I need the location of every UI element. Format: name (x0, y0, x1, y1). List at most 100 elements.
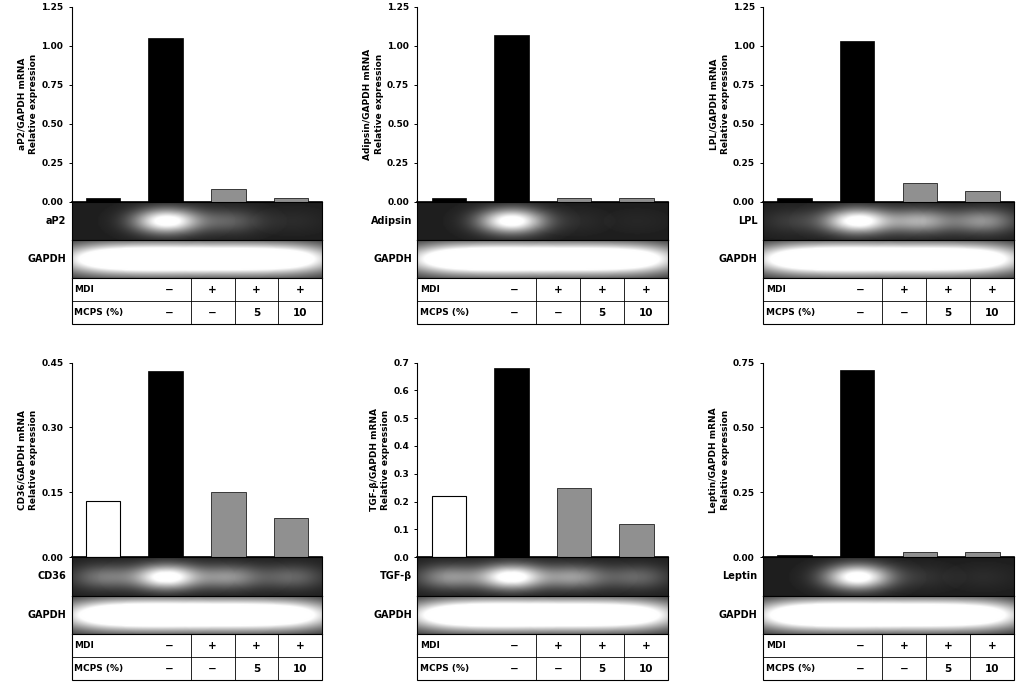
Text: 5: 5 (944, 664, 951, 674)
Text: MCPS (%): MCPS (%) (74, 308, 123, 317)
Y-axis label: TGF-β: TGF-β (380, 572, 412, 581)
Text: MCPS (%): MCPS (%) (420, 308, 469, 317)
Bar (148, 371, 183, 557)
Bar (148, 38, 183, 201)
Text: MDI: MDI (420, 285, 440, 294)
Text: +: + (252, 640, 261, 651)
Bar (620, 523, 654, 557)
Y-axis label: GAPDH: GAPDH (28, 254, 67, 264)
Bar (620, 199, 654, 201)
Text: +: + (642, 640, 650, 651)
Text: +: + (208, 640, 217, 651)
Text: +: + (208, 285, 217, 295)
Text: MDI: MDI (420, 641, 440, 650)
Y-axis label: GAPDH: GAPDH (719, 610, 758, 620)
Text: MDI: MDI (766, 641, 785, 650)
Text: +: + (554, 640, 563, 651)
Text: 5: 5 (253, 308, 260, 318)
Text: +: + (987, 285, 996, 295)
Text: −: − (554, 308, 563, 318)
Bar (777, 199, 812, 201)
Text: +: + (900, 285, 908, 295)
Y-axis label: TGF-β/GAPDH mRNA
Relative expression: TGF-β/GAPDH mRNA Relative expression (370, 408, 390, 511)
Bar (966, 552, 999, 557)
Text: +: + (296, 285, 305, 295)
Bar (431, 199, 466, 201)
Bar (273, 199, 308, 201)
Bar (431, 496, 466, 557)
Text: −: − (208, 308, 217, 318)
Y-axis label: Leptin/GAPDH mRNA
Relative expression: Leptin/GAPDH mRNA Relative expression (710, 407, 730, 513)
Text: MCPS (%): MCPS (%) (766, 308, 815, 317)
Y-axis label: GAPDH: GAPDH (373, 610, 412, 620)
Text: −: − (208, 664, 217, 674)
Text: −: − (165, 308, 173, 318)
Text: −: − (856, 640, 864, 651)
Text: −: − (165, 285, 173, 295)
Y-axis label: LPL/GAPDH mRNA
Relative expression: LPL/GAPDH mRNA Relative expression (710, 54, 730, 155)
Text: 5: 5 (599, 308, 606, 318)
Text: 10: 10 (639, 308, 653, 318)
Bar (273, 518, 308, 557)
Text: +: + (943, 285, 952, 295)
Text: MDI: MDI (74, 641, 94, 650)
Bar (840, 41, 874, 201)
Text: −: − (856, 308, 864, 318)
Bar (902, 183, 937, 201)
Text: MCPS (%): MCPS (%) (420, 664, 469, 673)
Y-axis label: Adipsin: Adipsin (371, 216, 412, 226)
Text: −: − (510, 308, 519, 318)
Text: −: − (900, 308, 908, 318)
Text: MDI: MDI (766, 285, 785, 294)
Text: −: − (510, 285, 519, 295)
Y-axis label: GAPDH: GAPDH (719, 254, 758, 264)
Y-axis label: CD36: CD36 (37, 572, 67, 581)
Text: 10: 10 (985, 308, 999, 318)
Text: −: − (856, 664, 864, 674)
Bar (211, 189, 246, 201)
Text: +: + (554, 285, 563, 295)
Bar (557, 199, 591, 201)
Text: 10: 10 (293, 308, 307, 318)
Text: −: − (554, 664, 563, 674)
Y-axis label: LPL: LPL (738, 216, 758, 226)
Text: MDI: MDI (74, 285, 94, 294)
Text: MCPS (%): MCPS (%) (766, 664, 815, 673)
Bar (86, 501, 120, 557)
Text: +: + (642, 285, 650, 295)
Bar (495, 368, 528, 557)
Text: 5: 5 (944, 308, 951, 318)
Y-axis label: aP2/GAPDH mRNA
Relative expression: aP2/GAPDH mRNA Relative expression (17, 54, 39, 155)
Bar (557, 488, 591, 557)
Y-axis label: GAPDH: GAPDH (373, 254, 412, 264)
Text: +: + (987, 640, 996, 651)
Bar (495, 35, 528, 201)
Text: −: − (900, 664, 908, 674)
Text: −: − (856, 285, 864, 295)
Text: 10: 10 (985, 664, 999, 674)
Text: +: + (252, 285, 261, 295)
Bar (902, 552, 937, 557)
Text: +: + (598, 285, 606, 295)
Text: −: − (165, 664, 173, 674)
Text: 5: 5 (253, 664, 260, 674)
Bar (777, 554, 812, 557)
Text: 5: 5 (599, 664, 606, 674)
Text: −: − (165, 640, 173, 651)
Bar (211, 493, 246, 557)
Text: +: + (943, 640, 952, 651)
Y-axis label: aP2: aP2 (46, 216, 67, 226)
Text: MCPS (%): MCPS (%) (74, 664, 123, 673)
Bar (966, 190, 999, 201)
Bar (86, 199, 120, 201)
Text: 10: 10 (639, 664, 653, 674)
Text: +: + (900, 640, 908, 651)
Y-axis label: GAPDH: GAPDH (28, 610, 67, 620)
Y-axis label: Leptin: Leptin (723, 572, 758, 581)
Bar (840, 370, 874, 557)
Text: 10: 10 (293, 664, 307, 674)
Text: −: − (510, 664, 519, 674)
Y-axis label: Adipsin/GAPDH mRNA
Relative expression: Adipsin/GAPDH mRNA Relative expression (364, 49, 384, 160)
Text: −: − (510, 640, 519, 651)
Text: +: + (598, 640, 606, 651)
